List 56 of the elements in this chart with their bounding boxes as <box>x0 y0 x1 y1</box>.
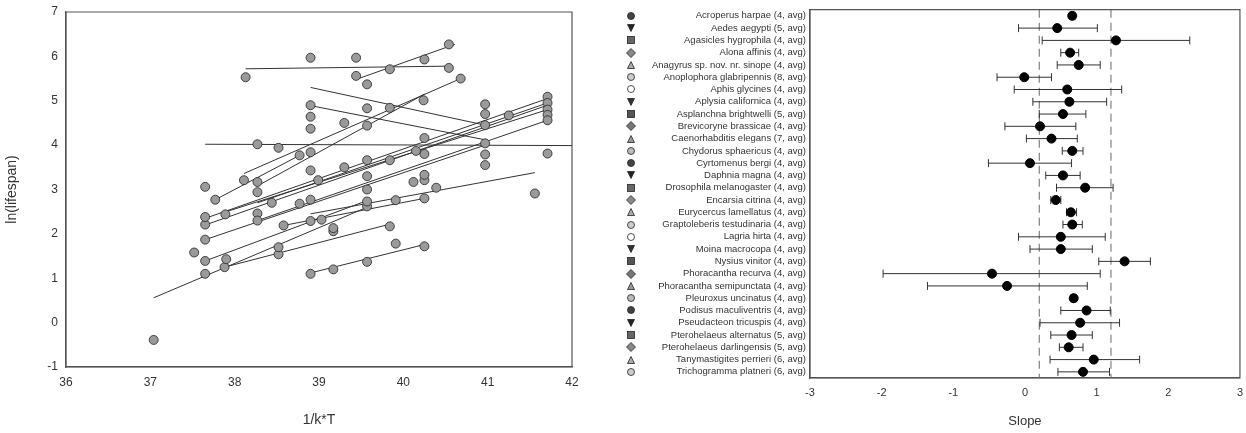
y-tick-label: Pterohelaeus alternatus (5, avg) <box>670 328 806 340</box>
y-tick-label: 5 <box>51 93 59 108</box>
x-tick-label: 38 <box>227 374 242 389</box>
x-tick-label: 2 <box>1165 385 1172 398</box>
y-tick-label: -1 <box>47 359 59 374</box>
y-tick-label: Encarsia citrina (4, avg) <box>706 193 806 205</box>
y-tick-label: 4 <box>51 137 59 152</box>
y-tick-label: Aphis glycines (4, avg) <box>710 83 806 95</box>
y-tick-label: Acroperus harpae (4, avg) <box>695 9 806 21</box>
y-tick-label: Aedes aegypti (5, avg) <box>710 21 806 33</box>
x-axis-title: 1/k*T <box>302 411 336 428</box>
y-tick-label: Agasicles hygrophila (4, avg) <box>684 34 806 46</box>
x-tick-label: 0 <box>1021 385 1029 398</box>
y-tick-label: 2 <box>51 226 59 241</box>
y-tick-label: Pterohelaeus darlingensis (5, avg) <box>661 340 806 352</box>
y-tick-label: Brevicoryne brassicae (4, avg) <box>677 119 806 131</box>
y-tick-label: Alona affinis (4, avg) <box>719 46 806 58</box>
y-tick-label: Nysius vinitor (4, avg) <box>714 255 806 266</box>
y-tick-label: Chydorus sphaericus (4, avg) <box>681 144 806 156</box>
x-tick-label: 41 <box>480 374 495 389</box>
y-tick-label: 3 <box>51 181 59 196</box>
y-tick-label: 0 <box>51 314 59 329</box>
y-tick-label: Phoracantha semipunctata (4, avg) <box>658 279 806 291</box>
x-tick-label: 36 <box>59 374 73 389</box>
x-tick-label: 37 <box>143 374 158 389</box>
y-tick-label: Podisus maculiventris (4, avg) <box>679 304 806 316</box>
x-tick-label: 42 <box>565 374 579 389</box>
y-tick-label: Daphnia magna (4, avg) <box>704 169 806 181</box>
y-tick-label: Aplysia californica (4, avg) <box>695 95 806 107</box>
y-tick-label: Lagria hirta (4, avg) <box>723 230 806 242</box>
y-tick-label: Drosophila melanogaster (4, avg) <box>665 181 806 193</box>
x-tick-label: 39 <box>312 374 326 389</box>
y-tick-label: Asplanchna brightwelli (5, avg) <box>676 107 806 119</box>
x-tick-label: 3 <box>1236 385 1243 398</box>
x-tick-label: -3 <box>805 385 815 398</box>
y-tick-label: Caenorhabditis elegans (7, avg) <box>671 132 806 144</box>
x-tick-label: -1 <box>948 385 959 398</box>
y-tick-label: Pseudacteon tricuspis (4, avg) <box>678 316 806 328</box>
y-tick-label: Cyrtomenus bergi (4, avg) <box>696 156 806 168</box>
y-tick-label: Phoracantha recurva (4, avg) <box>682 267 806 279</box>
y-tick-label: Anagyrus sp. nov. nr. sinope (4, avg) <box>651 58 806 70</box>
x-tick-label: 40 <box>396 374 411 389</box>
x-tick-label: 1 <box>1093 385 1100 398</box>
y-tick-label: 1 <box>51 270 59 285</box>
y-tick-label: Pleuroxus uncinatus (4, avg) <box>685 291 806 303</box>
y-tick-label: Trichogramma platneri (6, avg) <box>676 365 806 377</box>
y-tick-label: Tanymastigites perrieri (6, avg) <box>676 353 806 365</box>
y-tick-label: 6 <box>51 48 59 63</box>
y-tick-label: Anoplophora glabripennis (8, avg) <box>663 70 806 82</box>
x-axis-title: Slope <box>1008 412 1042 428</box>
y-tick-label: Graptoleberis testudinaria (4, avg) <box>662 218 806 230</box>
y-tick-label: Eurycercus lamellatus (4, avg) <box>678 205 806 217</box>
y-tick-label: 7 <box>51 4 59 19</box>
y-tick-label: Moina macrocopa (4, avg) <box>695 242 806 254</box>
y-axis-title: ln(lifespan) <box>3 155 20 224</box>
x-tick-label: -2 <box>876 385 887 398</box>
